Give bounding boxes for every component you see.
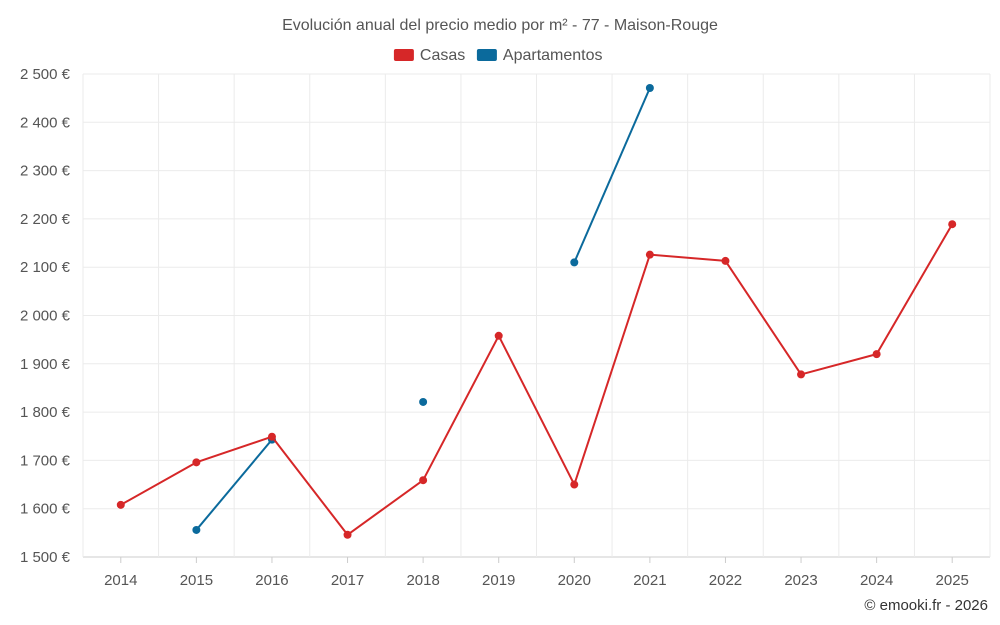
y-tick-label: 2 000 € bbox=[20, 308, 71, 325]
y-tick-label: 1 500 € bbox=[20, 549, 71, 566]
data-point[interactable] bbox=[267, 432, 276, 441]
series-line bbox=[573, 87, 651, 263]
x-tick-label: 2021 bbox=[633, 572, 666, 589]
grid bbox=[82, 73, 991, 558]
y-tick-label: 2 100 € bbox=[20, 259, 71, 276]
x-tick-label: 2024 bbox=[860, 572, 893, 589]
data-point[interactable] bbox=[721, 256, 730, 265]
data-point[interactable] bbox=[797, 370, 806, 379]
data-point[interactable] bbox=[872, 350, 881, 359]
data-point[interactable] bbox=[419, 397, 428, 406]
y-tick-label: 1 700 € bbox=[20, 452, 71, 469]
x-tick-label: 2015 bbox=[180, 572, 213, 589]
y-tick-label: 2 400 € bbox=[20, 114, 71, 131]
series-apartamentos bbox=[192, 84, 654, 534]
data-point[interactable] bbox=[419, 476, 428, 485]
y-tick-label: 1 600 € bbox=[20, 501, 71, 518]
x-tick-label: 2017 bbox=[331, 572, 364, 589]
x-axis: 2014 2015 2016 2017 2018 2019 2020 2021 2022 2023… bbox=[104, 557, 969, 589]
data-point[interactable] bbox=[343, 530, 352, 539]
y-tick-label: 1 900 € bbox=[20, 356, 71, 373]
x-tick-label: 2020 bbox=[558, 572, 591, 589]
data-point[interactable] bbox=[570, 258, 579, 267]
x-tick-label: 2014 bbox=[104, 572, 137, 589]
x-tick-label: 2022 bbox=[709, 572, 742, 589]
x-tick-label: 2025 bbox=[936, 572, 969, 589]
data-point[interactable] bbox=[192, 458, 201, 467]
series-line bbox=[195, 438, 273, 531]
x-tick-label: 2018 bbox=[406, 572, 439, 589]
data-point[interactable] bbox=[570, 480, 579, 489]
data-point[interactable] bbox=[645, 250, 654, 259]
series-layer bbox=[116, 84, 957, 539]
data-point[interactable] bbox=[494, 331, 503, 340]
credit-text: © emooki.fr - 2026 bbox=[864, 597, 988, 614]
y-tick-label: 2 200 € bbox=[20, 211, 71, 228]
x-tick-label: 2019 bbox=[482, 572, 515, 589]
y-axis: 1 500 € 1 600 € 1 700 € 1 800 € 1 900 € 2 000… bbox=[20, 66, 71, 566]
y-tick-label: 1 800 € bbox=[20, 404, 71, 421]
legend-swatch bbox=[393, 49, 414, 61]
x-tick-label: 2023 bbox=[784, 572, 817, 589]
legend: Casas Apartamentos bbox=[393, 47, 603, 64]
x-tick-label: 2016 bbox=[255, 572, 288, 589]
data-point[interactable] bbox=[192, 525, 201, 534]
data-point[interactable] bbox=[645, 84, 654, 93]
y-tick-label: 2 500 € bbox=[20, 66, 71, 83]
data-point[interactable] bbox=[948, 220, 957, 229]
legend-item-apartamentos[interactable]: Apartamentos bbox=[476, 47, 603, 64]
legend-item-casas[interactable]: Casas bbox=[393, 47, 465, 64]
chart-title: Evolución anual del precio medio por m² … bbox=[282, 17, 718, 34]
series-casas bbox=[116, 220, 957, 539]
data-point[interactable] bbox=[116, 500, 125, 509]
y-tick-label: 2 300 € bbox=[20, 163, 71, 180]
legend-label: Casas bbox=[420, 47, 465, 64]
legend-swatch bbox=[476, 49, 497, 61]
series-line bbox=[120, 223, 954, 536]
legend-label: Apartamentos bbox=[503, 47, 603, 64]
